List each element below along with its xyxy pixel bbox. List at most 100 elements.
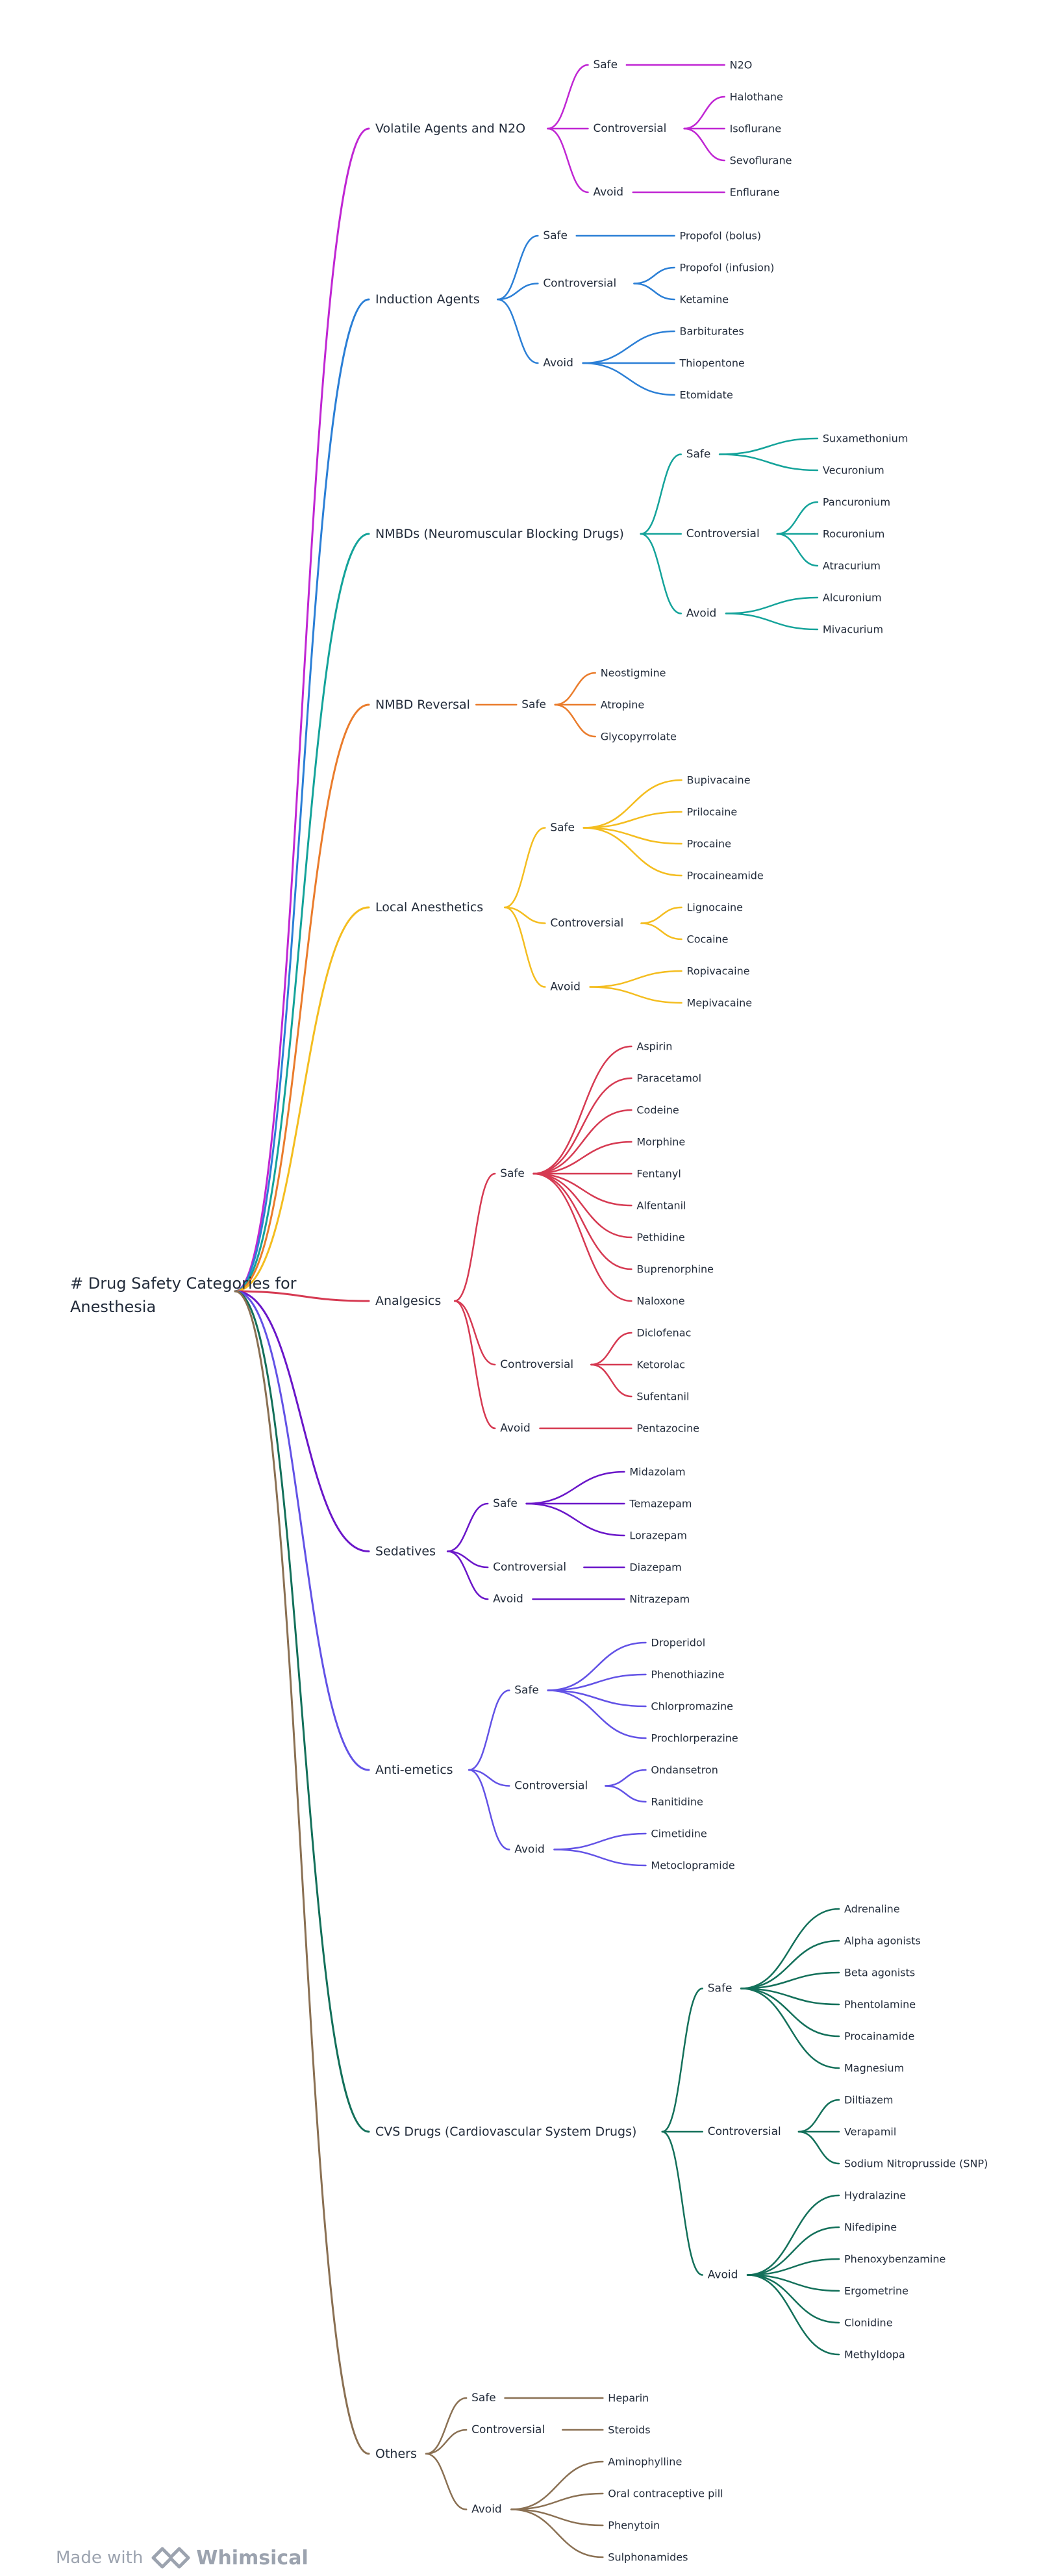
drug-item[interactable]: Neostigmine (601, 667, 666, 679)
drug-item[interactable]: Ergometrine (844, 2285, 908, 2297)
drug-item[interactable]: Diclofenac (636, 1327, 691, 1339)
category-sedatives[interactable]: Sedatives (375, 1545, 436, 1559)
category-analgesics[interactable]: Analgesics (375, 1294, 441, 1308)
drug-item[interactable]: Hydralazine (844, 2190, 906, 2202)
drug-item[interactable]: Verapamil (844, 2126, 896, 2138)
drug-item[interactable]: Heparin (608, 2392, 649, 2405)
category-anti-emetics[interactable]: Anti-emetics (375, 1763, 453, 1777)
drug-item[interactable]: Naloxone (636, 1295, 684, 1307)
drug-item[interactable]: Paracetamol (636, 1072, 701, 1085)
group-avoid[interactable]: Avoid (514, 1843, 545, 1856)
drug-item[interactable]: Chlorpromazine (651, 1700, 733, 1713)
drug-item[interactable]: Procaineamide (687, 870, 764, 882)
drug-item[interactable]: Lorazepam (629, 1530, 687, 1542)
drug-item[interactable]: Pethidine (636, 1231, 684, 1244)
drug-item[interactable]: Suxamethonium (823, 433, 908, 445)
group-safe[interactable]: Safe (500, 1167, 525, 1180)
drug-item[interactable]: Diltiazem (844, 2094, 894, 2106)
group-controversial[interactable]: Controversial (493, 1561, 566, 1574)
drug-item[interactable]: Sevoflurane (730, 155, 792, 167)
group-safe[interactable]: Safe (543, 229, 568, 242)
drug-item[interactable]: Prilocaine (687, 806, 738, 818)
drug-item[interactable]: Sufentanil (636, 1391, 689, 1403)
drug-item[interactable]: Bupivacaine (687, 774, 751, 787)
drug-item[interactable]: Phentolamine (844, 1999, 916, 2011)
drug-item[interactable]: Vecuronium (823, 464, 884, 477)
drug-item[interactable]: Ketamine (680, 294, 729, 306)
drug-item[interactable]: Nitrazepam (629, 1593, 690, 1606)
category-volatile-agents-and-n2o[interactable]: Volatile Agents and N2O (375, 121, 525, 136)
group-avoid[interactable]: Avoid (471, 2503, 502, 2516)
group-controversial[interactable]: Controversial (686, 527, 760, 540)
drug-item[interactable]: Phenoxybenzamine (844, 2253, 945, 2266)
group-safe[interactable]: Safe (493, 1497, 518, 1510)
drug-item[interactable]: Temazepam (629, 1498, 692, 1510)
drug-item[interactable]: Enflurane (730, 186, 780, 199)
drug-item[interactable]: N2O (730, 59, 753, 71)
group-avoid[interactable]: Avoid (500, 1422, 531, 1435)
category-cvs-drugs-cardiovascular-system-drugs[interactable]: CVS Drugs (Cardiovascular System Drugs) (375, 2125, 636, 2139)
category-local-anesthetics[interactable]: Local Anesthetics (375, 900, 483, 915)
root-node[interactable]: # Drug Safety Categories for Anesthesia (70, 1274, 297, 1316)
drug-item[interactable]: Procaine (687, 838, 731, 850)
drug-item[interactable]: Alfentanil (636, 1200, 686, 1212)
group-controversial[interactable]: Controversial (543, 277, 616, 290)
group-safe[interactable]: Safe (686, 448, 711, 461)
group-avoid[interactable]: Avoid (593, 186, 623, 199)
group-safe[interactable]: Safe (708, 1982, 732, 1995)
drug-item[interactable]: Halothane (730, 91, 783, 103)
group-safe[interactable]: Safe (593, 58, 618, 71)
category-induction-agents[interactable]: Induction Agents (375, 292, 480, 307)
drug-item[interactable]: Mepivacaine (687, 997, 753, 1009)
drug-item[interactable]: Barbiturates (680, 325, 744, 338)
drug-item[interactable]: Rocuronium (823, 528, 884, 540)
drug-item[interactable]: Morphine (636, 1136, 685, 1148)
drug-item[interactable]: Sodium Nitroprusside (SNP) (844, 2158, 988, 2170)
drug-item[interactable]: Ranitidine (651, 1796, 703, 1808)
drug-item[interactable]: Methyldopa (844, 2349, 905, 2361)
group-safe[interactable]: Safe (550, 822, 575, 835)
group-controversial[interactable]: Controversial (550, 917, 623, 930)
drug-item[interactable]: Diazepam (629, 1561, 681, 1574)
drug-item[interactable]: Droperidol (651, 1637, 705, 1649)
drug-item[interactable]: Cimetidine (651, 1828, 707, 1840)
group-safe[interactable]: Safe (514, 1684, 539, 1697)
group-avoid[interactable]: Avoid (550, 981, 581, 994)
drug-item[interactable]: Codeine (636, 1104, 679, 1117)
drug-item[interactable]: Pancuronium (823, 496, 890, 509)
drug-item[interactable]: Buprenorphine (636, 1263, 714, 1276)
drug-item[interactable]: Glycopyrrolate (601, 731, 677, 743)
drug-item[interactable]: Atropine (601, 699, 645, 711)
drug-item[interactable]: Prochlorperazine (651, 1732, 738, 1745)
drug-item[interactable]: Steroids (608, 2424, 650, 2436)
category-nmbds-neuromuscular-blocking-drugs[interactable]: NMBDs (Neuromuscular Blocking Drugs) (375, 527, 624, 541)
group-avoid[interactable]: Avoid (493, 1593, 523, 1606)
drug-item[interactable]: Atracurium (823, 560, 881, 572)
group-controversial[interactable]: Controversial (514, 1780, 588, 1793)
drug-item[interactable]: Ropivacaine (687, 965, 750, 978)
drug-item[interactable]: Oral contraceptive pill (608, 2488, 723, 2500)
drug-item[interactable]: Thiopentone (679, 357, 745, 370)
drug-item[interactable]: Alcuronium (823, 592, 882, 604)
drug-item[interactable]: Beta agonists (844, 1967, 915, 1979)
drug-item[interactable]: Etomidate (680, 389, 733, 401)
drug-item[interactable]: Magnesium (844, 2062, 904, 2075)
group-safe[interactable]: Safe (471, 2392, 496, 2405)
drug-item[interactable]: Propofol (bolus) (680, 230, 762, 242)
group-controversial[interactable]: Controversial (593, 122, 666, 135)
drug-item[interactable]: Isoflurane (730, 123, 781, 135)
drug-item[interactable]: Procainamide (844, 2030, 914, 2043)
group-safe[interactable]: Safe (521, 698, 546, 711)
drug-item[interactable]: Fentanyl (636, 1168, 681, 1180)
drug-item[interactable]: Ketorolac (636, 1359, 685, 1371)
group-avoid[interactable]: Avoid (543, 357, 573, 370)
drug-item[interactable]: Phenothiazine (651, 1669, 724, 1681)
group-avoid[interactable]: Avoid (708, 2269, 738, 2282)
drug-item[interactable]: Adrenaline (844, 1903, 900, 1915)
drug-item[interactable]: Sulphonamides (608, 2551, 688, 2564)
category-nmbd-reversal[interactable]: NMBD Reversal (375, 698, 470, 712)
group-controversial[interactable]: Controversial (500, 1358, 573, 1371)
drug-item[interactable]: Propofol (infusion) (680, 262, 775, 274)
drug-item[interactable]: Pentazocine (636, 1422, 699, 1435)
drug-item[interactable]: Ondansetron (651, 1764, 718, 1776)
